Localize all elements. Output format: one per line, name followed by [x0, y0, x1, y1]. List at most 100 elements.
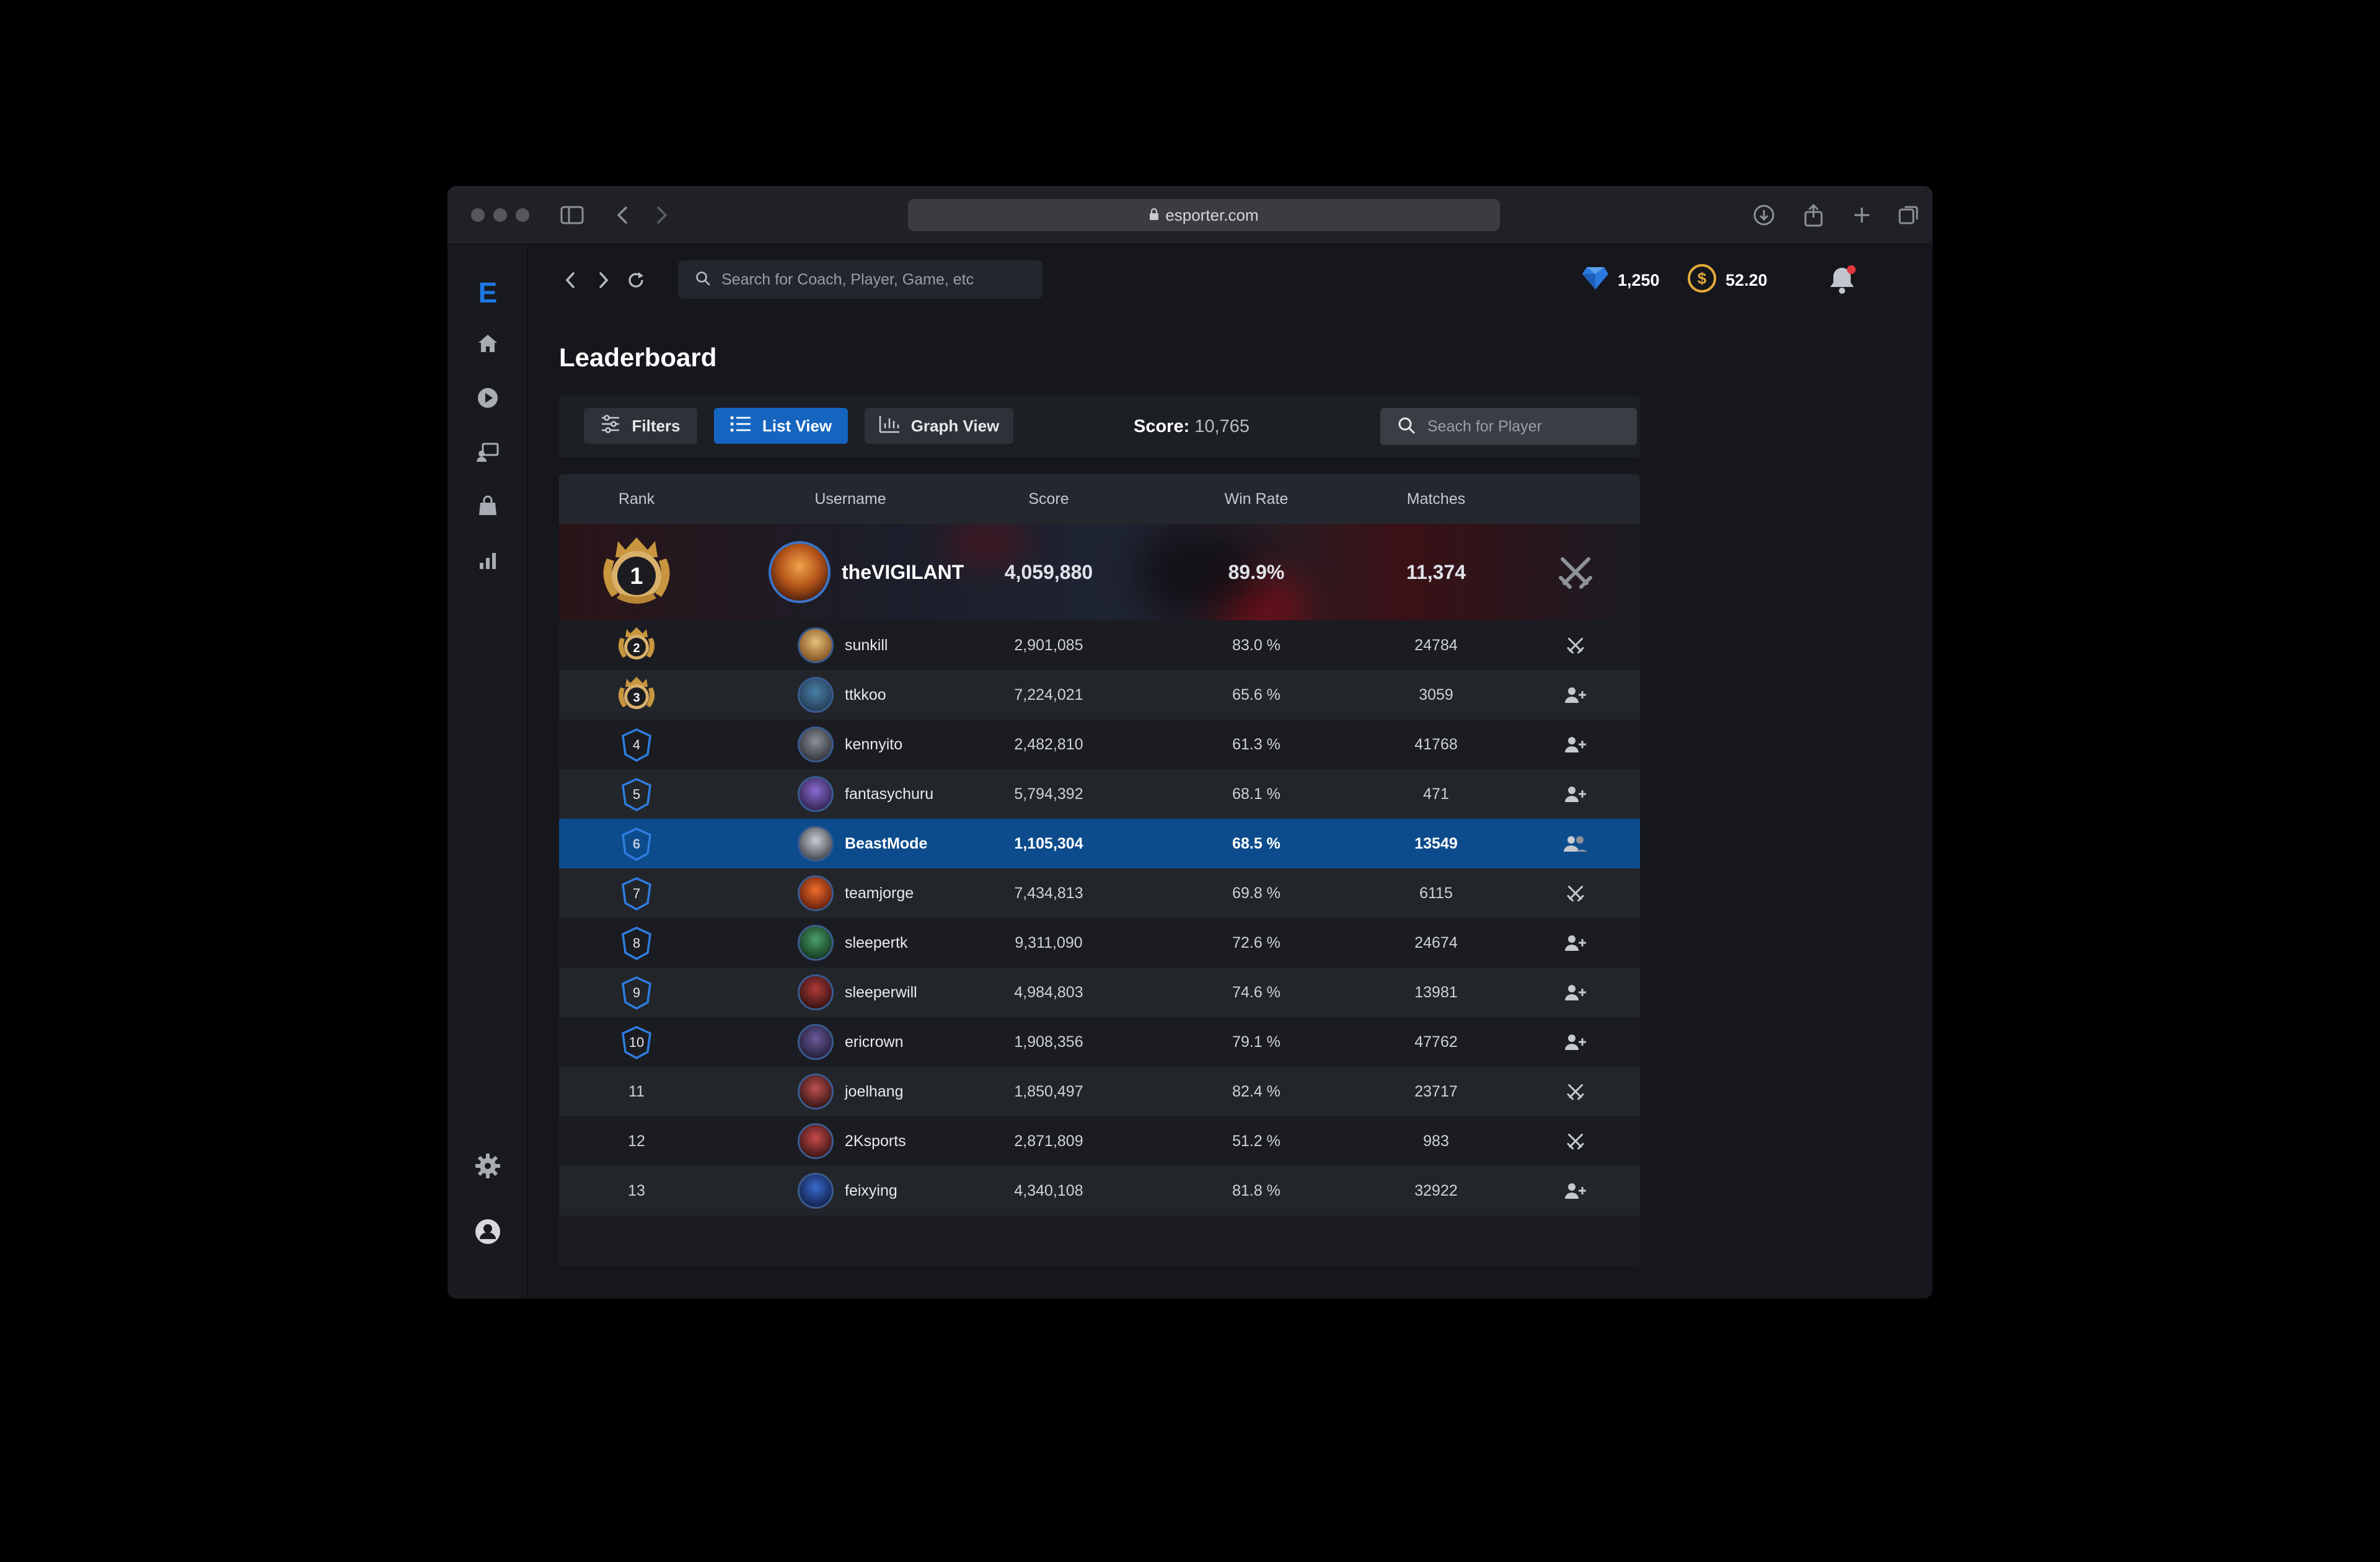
- table-row[interactable]: 4 kennyito 2,482,810 61.3 % 41768: [559, 720, 1640, 769]
- leaderboard-icon[interactable]: [471, 544, 505, 578]
- player-username[interactable]: fantasychuru: [845, 785, 934, 803]
- shop-icon[interactable]: [471, 489, 505, 523]
- play-icon[interactable]: [471, 381, 505, 415]
- matches-cell: 24674: [1414, 933, 1458, 951]
- swords-icon[interactable]: [1560, 1126, 1591, 1157]
- player-username[interactable]: sleeperwill: [845, 983, 917, 1001]
- top-player-row[interactable]: 1 theVIGILANT 4,059,880 89.9% 11,374: [559, 524, 1640, 620]
- player-search-input[interactable]: [1427, 417, 1626, 436]
- friends-icon[interactable]: [1560, 828, 1591, 859]
- list-view-button[interactable]: List View: [714, 408, 848, 444]
- add-user-icon[interactable]: [1560, 729, 1591, 760]
- add-user-icon[interactable]: [1560, 679, 1591, 710]
- player-avatar[interactable]: [798, 1024, 834, 1060]
- close-window-button[interactable]: [471, 208, 485, 222]
- coins-value: 52.20: [1726, 270, 1768, 289]
- table-row[interactable]: 9 sleeperwill 4,984,803 74.6 % 13981: [559, 968, 1640, 1017]
- player-avatar[interactable]: [798, 826, 834, 862]
- column-header-rank[interactable]: Rank: [618, 490, 655, 508]
- table-row[interactable]: 11 joelhang 1,850,497 82.4 % 23717: [559, 1067, 1640, 1116]
- address-bar[interactable]: esporter.com: [908, 199, 1500, 231]
- player-username[interactable]: ericrown: [845, 1033, 904, 1051]
- column-header-win-rate[interactable]: Win Rate: [1224, 490, 1289, 508]
- swords-icon[interactable]: [1560, 630, 1591, 661]
- global-search-input[interactable]: [721, 270, 1019, 289]
- graph-view-button[interactable]: Graph View: [865, 408, 1013, 444]
- swords-icon[interactable]: [1560, 878, 1591, 909]
- refresh-icon[interactable]: [622, 267, 650, 294]
- player-avatar[interactable]: [798, 974, 834, 1010]
- sidebar-toggle-icon[interactable]: [558, 202, 586, 228]
- rank-cell: 7: [587, 868, 686, 918]
- tab-overview-icon[interactable]: [1895, 202, 1923, 228]
- player-avatar[interactable]: [798, 925, 834, 961]
- minimize-window-button[interactable]: [493, 208, 507, 222]
- add-user-icon[interactable]: [1560, 927, 1591, 958]
- svg-text:10: 10: [629, 1035, 644, 1050]
- player-username[interactable]: kennyito: [845, 735, 903, 753]
- global-search[interactable]: [678, 260, 1042, 299]
- svg-text:2: 2: [633, 642, 640, 655]
- top-player-swords-icon[interactable]: [1554, 550, 1597, 594]
- swords-icon[interactable]: [1560, 1076, 1591, 1107]
- notifications-bell-icon[interactable]: [1825, 263, 1859, 298]
- browser-back-icon[interactable]: [610, 202, 635, 228]
- top-player-avatar[interactable]: [769, 541, 831, 603]
- column-header-username[interactable]: Username: [814, 490, 886, 508]
- table-row[interactable]: 13 feixying 4,340,108 81.8 % 32922: [559, 1166, 1640, 1216]
- add-user-icon[interactable]: [1560, 1175, 1591, 1206]
- add-user-icon[interactable]: [1560, 977, 1591, 1008]
- table-row[interactable]: 2 sunkill 2,901,085 83.0 % 24784: [559, 620, 1640, 670]
- player-avatar[interactable]: [798, 677, 834, 713]
- share-icon[interactable]: [1800, 202, 1827, 228]
- table-row[interactable]: 6 BeastMode 1,105,304 68.5 % 13549: [559, 819, 1640, 868]
- table-row[interactable]: 8 sleepertk 9,311,090 72.6 % 24674: [559, 918, 1640, 968]
- esporter-logo[interactable]: E: [471, 276, 505, 309]
- column-header-matches[interactable]: Matches: [1406, 490, 1466, 508]
- player-avatar[interactable]: [798, 1123, 834, 1159]
- column-header-score[interactable]: Score: [1028, 490, 1069, 508]
- player-avatar[interactable]: [798, 726, 834, 762]
- browser-forward-icon[interactable]: [650, 202, 674, 228]
- player-username[interactable]: sleepertk: [845, 933, 908, 951]
- maximize-window-button[interactable]: [516, 208, 529, 222]
- player-avatar[interactable]: [798, 1173, 834, 1209]
- add-user-icon[interactable]: [1560, 779, 1591, 810]
- player-search[interactable]: [1380, 408, 1637, 445]
- player-username[interactable]: BeastMode: [845, 834, 928, 852]
- player-username[interactable]: ttkkoo: [845, 686, 886, 704]
- win-rate-cell: 61.3 %: [1232, 735, 1280, 753]
- coaching-icon[interactable]: [471, 436, 505, 469]
- app-forward-icon[interactable]: [590, 267, 617, 294]
- player-username[interactable]: teamjorge: [845, 884, 914, 902]
- top-player-username[interactable]: theVIGILANT: [842, 560, 964, 583]
- player-username[interactable]: sunkill: [845, 636, 888, 654]
- table-row[interactable]: 7 teamjorge 7,434,813 69.8 % 6115: [559, 868, 1640, 918]
- table-row[interactable]: 12 2Ksports 2,871,809 51.2 % 983: [559, 1116, 1640, 1166]
- player-username[interactable]: joelhang: [845, 1082, 904, 1100]
- blue-rank-badge-icon: 7: [622, 877, 651, 911]
- filters-button[interactable]: Filters: [584, 408, 697, 444]
- table-row[interactable]: 3 ttkkoo 7,224,021 65.6 % 3059: [559, 670, 1640, 720]
- add-user-icon[interactable]: [1560, 1026, 1591, 1057]
- player-avatar[interactable]: [798, 875, 834, 911]
- matches-cell: 983: [1423, 1132, 1449, 1150]
- player-avatar[interactable]: [798, 776, 834, 812]
- table-row[interactable]: 5 fantasychuru 5,794,392 68.1 % 471: [559, 769, 1640, 819]
- player-avatar[interactable]: [798, 1074, 834, 1110]
- gems-balance[interactable]: 1,250: [1582, 265, 1660, 296]
- coins-balance[interactable]: $ 52.20: [1687, 263, 1768, 296]
- blue-rank-badge-icon: 10: [622, 1026, 651, 1059]
- profile-icon[interactable]: [471, 1215, 505, 1248]
- username-cell: joelhang: [798, 1067, 1021, 1116]
- table-row[interactable]: 10 ericrown 1,908,356 79.1 % 47762: [559, 1017, 1640, 1067]
- player-avatar[interactable]: [798, 627, 834, 663]
- new-tab-icon[interactable]: [1848, 202, 1875, 228]
- download-icon[interactable]: [1750, 202, 1778, 228]
- score-cell: 1,105,304: [1014, 834, 1083, 852]
- player-username[interactable]: feixying: [845, 1181, 897, 1199]
- settings-icon[interactable]: [471, 1149, 505, 1183]
- app-back-icon[interactable]: [557, 267, 584, 294]
- player-username[interactable]: 2Ksports: [845, 1132, 906, 1150]
- home-icon[interactable]: [471, 327, 505, 360]
